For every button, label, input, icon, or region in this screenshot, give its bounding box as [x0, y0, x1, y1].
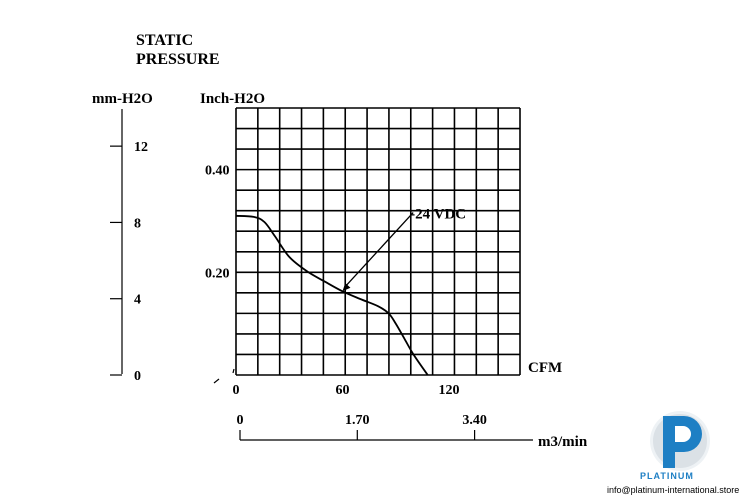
y-axis-label: Inch-H2O [200, 91, 265, 107]
origin-mark [213, 378, 220, 384]
x-tick-labels: 0 60 120 [233, 383, 460, 398]
annotation-label: -24 VDC [410, 207, 466, 223]
y-left-axis: 12 8 4 0 [110, 109, 148, 384]
y-left-tick-label: 12 [134, 140, 148, 155]
brand-email: info@platinum-international.store [607, 485, 739, 495]
y-left-axis-label: mm-H2O [92, 91, 153, 107]
x-tick-label: 0 [233, 383, 240, 398]
x2-tick-label: 3.40 [462, 413, 487, 428]
origin-mark-small [232, 368, 235, 374]
x-tick-label: 120 [439, 383, 460, 398]
y-left-tick-label: 0 [134, 369, 141, 384]
y-tick-labels: 0.40 0.20 [205, 164, 230, 282]
y-tick-label: 0.20 [205, 266, 230, 281]
annotation-group: -24 VDC [342, 207, 466, 292]
y-tick-label: 0.40 [205, 164, 230, 179]
annotation-arrowhead [342, 283, 351, 292]
series-group [235, 214, 429, 376]
chart-grid [235, 107, 521, 376]
y-left-tick-label: 8 [134, 216, 141, 231]
series-line-24vdc [235, 214, 429, 376]
x2-tick-label: 1.70 [345, 413, 370, 428]
annotation-arrow-line [345, 212, 414, 287]
platinum-logo-icon [650, 411, 710, 471]
brand-name: PLATINUM [640, 471, 694, 481]
x-axis-label: CFM [528, 360, 562, 376]
chart-title-line-1: STATIC [136, 32, 193, 49]
x2-axis: 0 1.70 3.40 [237, 413, 533, 441]
chart-title-line-2: PRESSURE [136, 51, 220, 68]
x2-axis-label: m3/min [538, 434, 588, 450]
x-tick-label: 60 [336, 383, 350, 398]
x2-tick-label: 0 [237, 413, 244, 428]
y-left-tick-label: 4 [134, 293, 141, 308]
